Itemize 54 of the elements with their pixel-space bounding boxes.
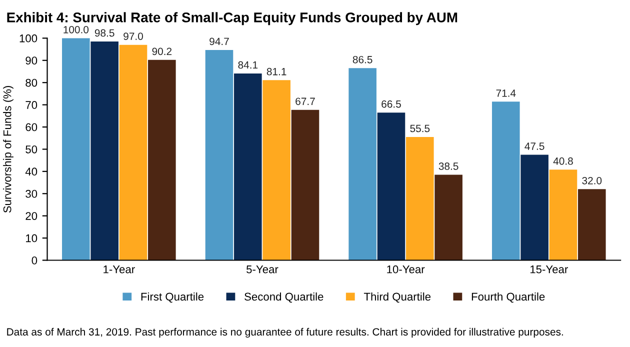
legend-label: Third Quartile [364, 292, 431, 303]
bar [520, 154, 548, 260]
bar [578, 189, 606, 260]
x-tick-label: 5-Year [246, 266, 278, 274]
bar [377, 112, 406, 260]
y-tick-label: 10 [26, 234, 38, 242]
data-label: 97.0 [124, 32, 143, 40]
y-tick-label: 100 [20, 34, 38, 42]
bar [90, 42, 118, 260]
bar [205, 50, 234, 260]
bar [62, 38, 90, 260]
data-label: 71.4 [496, 90, 516, 97]
data-label: 84.1 [238, 61, 258, 69]
bar [119, 44, 148, 260]
bar [148, 60, 176, 260]
y-tick-label: 0 [32, 256, 38, 264]
y-tick-label: 50 [26, 145, 38, 154]
bar [406, 136, 434, 260]
bar [492, 102, 520, 260]
legend-label: Second Quartile [244, 292, 324, 303]
bar [434, 174, 462, 260]
data-label: 100.0 [64, 26, 89, 34]
bar [262, 80, 290, 260]
data-label: 90.2 [152, 48, 172, 56]
y-tick-label: 90 [26, 56, 38, 65]
legend-label: First Quartile [141, 292, 204, 303]
data-label: 55.5 [410, 124, 430, 132]
data-label: 66.5 [382, 100, 401, 108]
y-axis-title: Survivorship of Funds (%) [3, 86, 14, 213]
text: Data as of March 31, 2019. Past performance is no guarantee of future results. Chart is provided for illustrative purposes. [7, 328, 563, 338]
x-tick-label: 15-Year [530, 266, 568, 274]
y-tick-label: 40 [25, 168, 38, 176]
y-tick-label: 20 [26, 212, 38, 220]
data-label: 47.5 [524, 142, 544, 150]
data-label: 40.8 [553, 157, 573, 165]
data-label: 32.0 [582, 176, 602, 184]
data-label: 98.5 [94, 29, 114, 37]
data-label: 38.5 [438, 162, 458, 170]
data-label: 94.7 [210, 38, 229, 46]
y-tick-label: 80 [26, 78, 38, 87]
data-label: 81.1 [266, 68, 286, 76]
chart-title: Exhibit 4: Survival Rate of Small-Cap Equity Funds Grouped by AUM [7, 12, 458, 26]
bar [234, 73, 262, 260]
x-tick-label: 1-Year [104, 266, 135, 274]
data-label: 67.7 [296, 98, 315, 106]
y-tick-label: 60 [26, 123, 38, 132]
data-label: 86.5 [352, 56, 372, 64]
x-tick-label: 10-Year [387, 265, 425, 274]
bar [291, 110, 320, 260]
bar [549, 170, 578, 260]
y-tick-label: 30 [26, 190, 38, 198]
bar [348, 68, 376, 260]
legend-label: Fourth Quartile [472, 292, 545, 303]
y-tick-label: 70 [26, 101, 38, 109]
